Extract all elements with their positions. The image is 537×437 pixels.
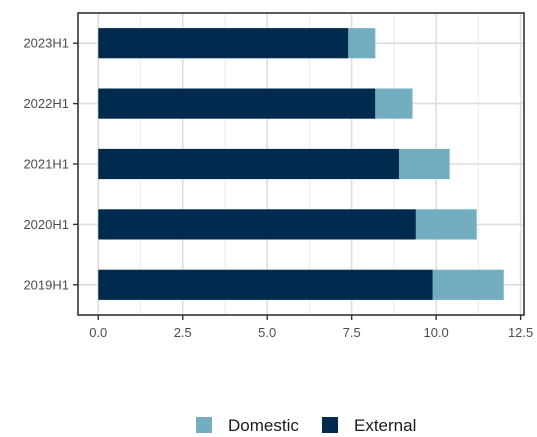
legend-label-external: External	[354, 416, 416, 435]
bar-domestic-2020H1	[415, 209, 477, 240]
bar-domestic-2023H1	[348, 28, 376, 59]
bar-external-2022H1	[98, 88, 376, 119]
y-tick-label: 2023H1	[23, 36, 69, 51]
legend-label-domestic: Domestic	[228, 416, 299, 435]
x-tick-label: 7.5	[343, 325, 361, 340]
legend: Domestic External	[196, 416, 416, 435]
y-axis: 2019H1 2020H1 2021H1 2022H1 2023H1	[23, 36, 78, 292]
legend-swatch-domestic	[196, 417, 212, 433]
bar-domestic-2022H1	[375, 88, 413, 119]
x-axis: 0.0 2.5 5.0 7.5 10.0 12.5	[89, 315, 533, 340]
y-tick-label: 2019H1	[23, 277, 69, 292]
bar-external-2023H1	[98, 28, 349, 59]
x-tick-label: 10.0	[423, 325, 448, 340]
bar-external-2019H1	[98, 269, 433, 300]
bar-domestic-2019H1	[432, 269, 504, 300]
x-tick-label: 2.5	[174, 325, 192, 340]
x-tick-label: 0.0	[89, 325, 107, 340]
bar-external-2021H1	[98, 148, 399, 180]
y-tick-label: 2020H1	[23, 217, 69, 232]
bars	[98, 28, 504, 300]
legend-swatch-external	[322, 417, 338, 433]
bar-external-2020H1	[98, 209, 416, 240]
x-tick-label: 12.5	[508, 325, 533, 340]
x-tick-label: 5.0	[258, 325, 276, 340]
y-tick-label: 2021H1	[23, 157, 69, 172]
y-tick-label: 2022H1	[23, 96, 69, 111]
bar-domestic-2021H1	[398, 148, 450, 180]
